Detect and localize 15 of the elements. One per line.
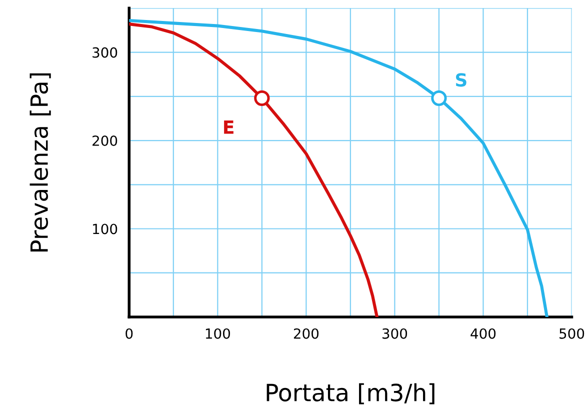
x-tick-label: 0 <box>126 328 133 339</box>
y-tick-label: 100 <box>93 224 118 234</box>
y-tick-label: 300 <box>92 47 118 58</box>
x-tick-label: 100 <box>206 328 230 339</box>
y-axis-title: Prevalenza [Pa] <box>30 73 51 252</box>
line-series <box>129 22 379 317</box>
series-label: E <box>224 120 234 134</box>
x-tick-label: 200 <box>294 328 319 339</box>
y-tick-label: 200 <box>92 135 118 146</box>
line-series <box>129 19 548 317</box>
x-tick-label: 300 <box>382 328 408 339</box>
x-axis-title: Portata [m3/h] <box>266 383 434 404</box>
x-tick-label: 400 <box>470 328 496 339</box>
x-tick-label: 500 <box>560 328 584 339</box>
series-label: S <box>456 73 466 87</box>
